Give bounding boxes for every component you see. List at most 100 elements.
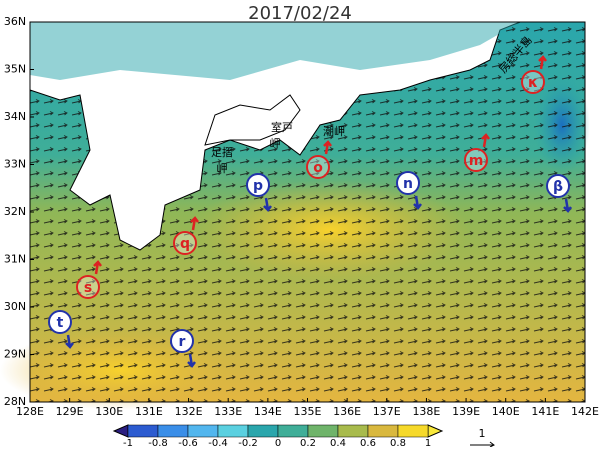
colorbar-label: 0.2 xyxy=(300,438,316,447)
marker-arrow xyxy=(538,55,547,70)
lon-label: 134E xyxy=(254,405,282,418)
place-label: 岬 xyxy=(217,162,228,175)
lon-label: 129E xyxy=(56,405,84,418)
colorbar-label: 0.8 xyxy=(390,438,406,447)
marker-circle xyxy=(521,70,545,94)
colorbar-label: -0.4 xyxy=(208,438,228,447)
marker-label: r xyxy=(179,334,186,350)
place-label: 潮岬 xyxy=(323,124,345,138)
colorbar-label: 0.6 xyxy=(360,438,376,447)
place-label: 足摺 xyxy=(211,145,233,159)
lat-label: 32N xyxy=(4,205,26,218)
lon-label: 137E xyxy=(373,405,401,418)
marker-label: p xyxy=(253,178,263,194)
marker: r xyxy=(170,329,196,368)
lat-label: 34N xyxy=(4,110,26,123)
place-label: 室戸 xyxy=(271,120,293,134)
marker-circle xyxy=(546,174,570,198)
marker-circle xyxy=(246,173,270,197)
marker-circle xyxy=(170,329,194,353)
marker-arrow xyxy=(563,198,572,213)
colorbar-segment xyxy=(127,424,159,438)
marker: s xyxy=(76,260,102,299)
vector-scale-label: 1 xyxy=(479,427,486,440)
colorbar-segment xyxy=(277,424,309,438)
colorbar-low xyxy=(112,424,129,438)
vector-scale-arrow xyxy=(470,441,495,448)
map-area xyxy=(0,21,590,410)
marker-label: n xyxy=(403,176,413,192)
lat-label: 30N xyxy=(4,300,26,313)
lon-label: 140E xyxy=(492,405,520,418)
lat-label: 28N xyxy=(4,395,26,408)
lat-label: 35N xyxy=(4,63,26,76)
colorbar-high xyxy=(427,424,444,438)
marker-arrow xyxy=(413,195,422,210)
marker-arrow xyxy=(323,140,332,155)
lon-label: 133E xyxy=(214,405,242,418)
marker: m xyxy=(464,133,490,172)
marker-circle xyxy=(464,148,488,172)
marker-arrow xyxy=(65,334,74,349)
marker-arrow xyxy=(93,260,102,275)
marker-circle xyxy=(48,310,72,334)
marker: t xyxy=(48,310,74,349)
colorbar-segment xyxy=(367,424,399,438)
colorbar-label: 1 xyxy=(425,438,431,447)
marker: κ xyxy=(521,55,547,94)
colorbar-segment xyxy=(187,424,219,438)
colorbar-segment xyxy=(337,424,369,438)
colorbar-segment xyxy=(307,424,339,438)
marker-arrow xyxy=(263,197,272,212)
marker: β xyxy=(546,174,572,213)
place-label: 岬 xyxy=(270,137,281,150)
lat-label: 31N xyxy=(4,253,26,266)
marker-arrow xyxy=(481,133,490,148)
lon-label: 128E xyxy=(16,405,44,418)
marker-label: q xyxy=(180,236,190,252)
colorbar-label: -0.2 xyxy=(238,438,258,447)
marker-circle xyxy=(396,171,420,195)
marker-label: t xyxy=(57,315,64,331)
colorbar-segment xyxy=(217,424,249,438)
lat-label: 36N xyxy=(4,15,26,28)
marker: p xyxy=(246,173,272,212)
colorbar-label: -0.6 xyxy=(178,438,198,447)
land-kyushu-shikoku-honshu xyxy=(29,21,521,251)
lon-label: 135E xyxy=(294,405,322,418)
colorbar-label: -0.8 xyxy=(148,438,168,447)
lon-label: 138E xyxy=(412,405,440,418)
lon-label: 130E xyxy=(95,405,123,418)
coastal-sea xyxy=(30,22,520,80)
lon-label: 139E xyxy=(452,405,480,418)
marker-arrow xyxy=(187,353,196,368)
marker-label: s xyxy=(84,280,92,296)
colorbar-label: 0.4 xyxy=(330,438,346,447)
land-shikoku xyxy=(204,94,301,146)
marker: o xyxy=(306,140,332,179)
marker-label: o xyxy=(313,160,323,176)
lon-label: 132E xyxy=(175,405,203,418)
map-title: 2017/02/24 xyxy=(248,3,352,24)
marker: q xyxy=(173,216,199,255)
lat-label: 29N xyxy=(4,348,26,361)
lon-label: 131E xyxy=(135,405,163,418)
lat-label: 33N xyxy=(4,158,26,171)
colorbar-segment xyxy=(247,424,279,438)
lon-label: 142E xyxy=(571,405,599,418)
lon-label: 141E xyxy=(531,405,559,418)
marker: n xyxy=(396,171,422,210)
colorbar-label: 0 xyxy=(275,438,281,447)
colorbar-label: -1 xyxy=(123,438,133,447)
marker-label: β xyxy=(553,179,563,195)
marker-label: κ xyxy=(528,75,538,91)
lon-label: 136E xyxy=(333,405,361,418)
marker-arrow xyxy=(190,216,199,231)
marker-circle xyxy=(173,231,197,255)
marker-label: m xyxy=(469,153,484,169)
colorbar-segment xyxy=(157,424,189,438)
marker-circle xyxy=(76,275,100,299)
marker-circle xyxy=(306,155,330,179)
colorbar-segment xyxy=(397,424,429,438)
